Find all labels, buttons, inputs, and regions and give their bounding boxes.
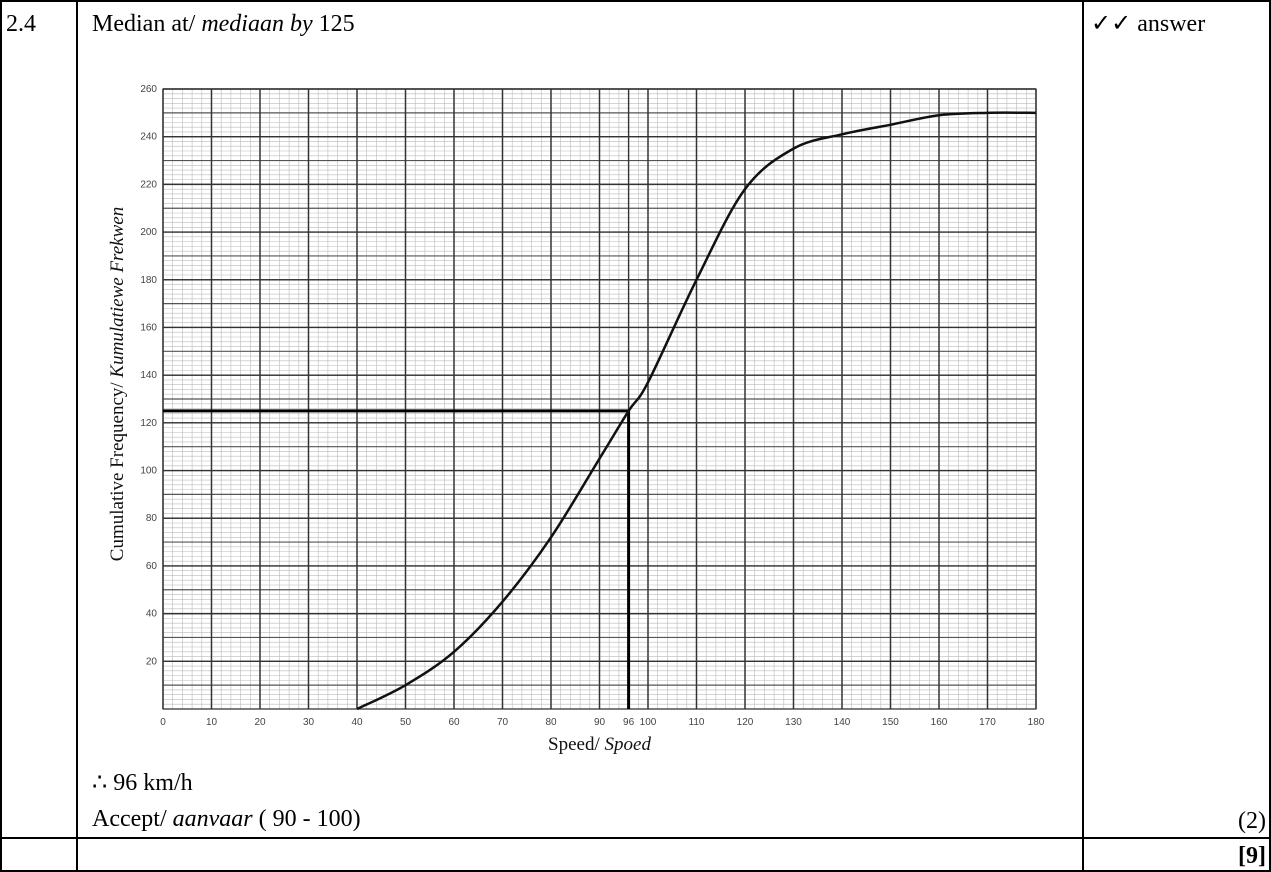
x-tick-label: 140 xyxy=(834,717,851,728)
y-tick-label: 100 xyxy=(140,466,157,477)
x-tick-label: 30 xyxy=(303,717,315,728)
x-tick-label: 180 xyxy=(1028,717,1045,728)
x-tick-label: 90 xyxy=(594,717,606,728)
y-axis-title: Cumulative Frequency/ Kumulatiewe Frekwe… xyxy=(107,207,128,561)
x-tick-label: 10 xyxy=(206,717,218,728)
y-tick-label: 80 xyxy=(146,513,158,524)
text: Spoed xyxy=(605,734,652,755)
x-axis-title: Speed/ Spoed xyxy=(548,734,651,755)
answer-line: ∴ 96 km/h xyxy=(92,770,193,796)
x-tick-label: 60 xyxy=(448,717,460,728)
chart: 20 40 60 80 100 120 140 160 180 200 220 240 260 0 10 20… xyxy=(107,84,1045,755)
y-tick-label: 200 xyxy=(140,227,157,238)
text: Kumulatiewe Frekwen xyxy=(107,207,128,379)
x-tick-label: 80 xyxy=(545,717,557,728)
x-tick-label: 70 xyxy=(497,717,509,728)
y-tick-label: 20 xyxy=(146,656,158,667)
y-tick-label: 180 xyxy=(140,275,157,286)
x-tick-label: 170 xyxy=(979,717,996,728)
y-tick-label: 40 xyxy=(146,609,158,620)
x-tick-label: 150 xyxy=(882,717,899,728)
marking-criteria: ✓✓ answer xyxy=(1091,11,1205,37)
y-tick-label: 240 xyxy=(140,132,157,143)
text: Accept/ xyxy=(92,806,173,832)
x-tick-label: 50 xyxy=(400,717,412,728)
total: [9] xyxy=(1238,843,1266,869)
x-tick-label: 160 xyxy=(931,717,948,728)
text: Speed/ xyxy=(548,734,604,755)
text: aanvaar xyxy=(173,806,254,832)
x-tick-label: 130 xyxy=(785,717,802,728)
text: ( 90 - 100) xyxy=(253,806,361,832)
answer-line: Accept/ aanvaar ( 90 - 100) xyxy=(92,806,361,832)
question-number: 2.4 xyxy=(6,11,36,37)
y-tick-label: 60 xyxy=(146,561,158,572)
x-tick-label: 100 xyxy=(640,717,657,728)
x-tick-label: 40 xyxy=(351,717,363,728)
y-tick-label: 260 xyxy=(140,84,157,95)
y-tick-label: 220 xyxy=(140,179,157,190)
ogive-curve xyxy=(356,111,1037,711)
text: Median at/ xyxy=(92,11,201,37)
x-tick-label: 20 xyxy=(254,717,266,728)
y-tick-label: 160 xyxy=(140,322,157,333)
x-tick-label: 110 xyxy=(689,717,705,728)
x-tick-label: 96 xyxy=(623,717,635,728)
y-tick-label: 140 xyxy=(140,370,157,381)
y-tick-label: 120 xyxy=(140,418,157,429)
text: 125 xyxy=(313,11,355,37)
text: mediaan by xyxy=(201,11,313,37)
x-tick-label: 120 xyxy=(737,717,754,728)
marks: (2) xyxy=(1238,808,1266,834)
x-tick-label: 0 xyxy=(160,717,166,728)
text: Cumulative Frequency/ xyxy=(107,378,128,562)
question-heading: Median at/ mediaan by 125 xyxy=(92,11,355,37)
